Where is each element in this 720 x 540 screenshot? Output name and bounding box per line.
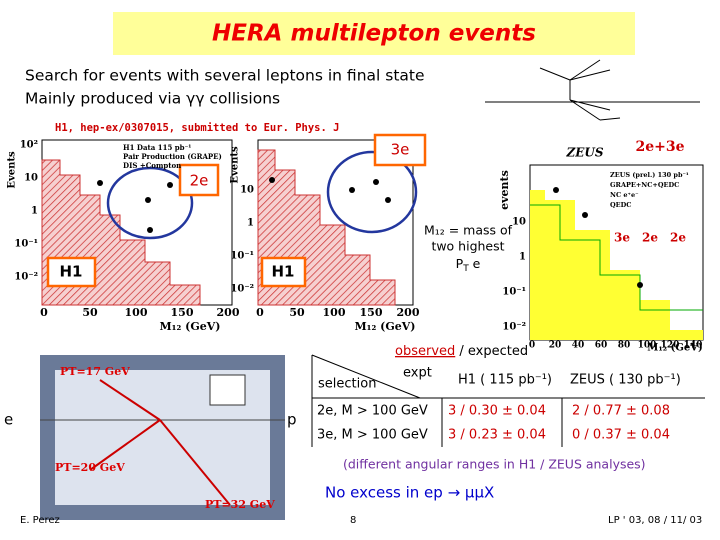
footer: LP ' 03, 08 / 11/ 03 bbox=[608, 515, 702, 526]
channel-label: 3e bbox=[614, 231, 630, 245]
intro-line: Mainly produced via γγ collisions bbox=[25, 90, 280, 108]
x-tick-label: 100 bbox=[323, 306, 346, 319]
tag: 2e+3e bbox=[635, 139, 684, 155]
y-tick-label: 1 bbox=[247, 218, 254, 229]
x-tick-label: 0 bbox=[40, 306, 48, 319]
table-header: H1 ( 115 pb⁻¹) bbox=[458, 373, 552, 388]
x-axis-label: M₁₂ (GeV) bbox=[647, 343, 702, 354]
tag-box bbox=[373, 133, 427, 167]
table-cell: 2 / 0.77 ± 0.08 bbox=[572, 404, 670, 419]
x-tick-label: 0 bbox=[529, 341, 535, 351]
table-caption: observed / expected bbox=[395, 344, 528, 359]
beam-label: p bbox=[287, 411, 297, 429]
footer: 8 bbox=[350, 515, 356, 526]
table-cell: 3e, M > 100 GeV bbox=[317, 428, 428, 443]
feynman-diagram bbox=[485, 59, 700, 121]
conclusion: No excess in ep → μμX bbox=[325, 484, 494, 502]
event-label: PT=20 GeV bbox=[55, 461, 125, 474]
x-tick-label: 80 bbox=[618, 341, 631, 351]
y-axis-label: events bbox=[498, 170, 511, 210]
intro-line: Search for events with several leptons i… bbox=[25, 67, 425, 85]
x-tick-label: 100 bbox=[638, 341, 657, 351]
legend-entry: NC e⁺e⁻ bbox=[610, 191, 639, 199]
x-tick-label: 150 bbox=[171, 306, 194, 319]
y-tick-label: 10⁻² bbox=[230, 284, 254, 295]
annotation-part: e bbox=[469, 256, 481, 271]
tag-box bbox=[46, 256, 97, 288]
table-cell: 3 / 0.23 ± 0.04 bbox=[448, 428, 546, 443]
title-box bbox=[113, 12, 635, 55]
x-axis-label: M₁₂ (GeV) bbox=[160, 320, 221, 333]
x-tick-label: 200 bbox=[397, 306, 420, 319]
tag-box bbox=[178, 163, 220, 197]
tag: 3e bbox=[391, 141, 410, 159]
y-tick-label: 1 bbox=[519, 252, 526, 263]
legend-entry: ZEUS (prel.) 130 pb⁻¹ bbox=[610, 171, 689, 179]
table-header: ZEUS ( 130 pb⁻¹) bbox=[570, 373, 681, 388]
y-tick-label: 10 bbox=[24, 173, 38, 184]
table-header: expt bbox=[403, 366, 432, 381]
legend-entry: H1 Data 115 pb⁻¹ bbox=[123, 143, 191, 152]
x-tick-label: 0 bbox=[256, 306, 264, 319]
y-tick-label: 10⁻¹ bbox=[14, 239, 38, 250]
table-header: selection bbox=[318, 377, 376, 392]
tag-box bbox=[260, 256, 307, 288]
beam-label: e bbox=[4, 411, 13, 429]
y-tick-label: 10⁻² bbox=[14, 272, 38, 283]
annotation: M₁₂ = mass of bbox=[424, 223, 513, 238]
x-tick-label: 50 bbox=[82, 306, 98, 319]
x-tick-label: 50 bbox=[289, 306, 305, 319]
reference: H1, hep-ex/0307015, submitted to Eur. Ph… bbox=[55, 122, 339, 134]
table-cell: 0 / 0.37 ± 0.04 bbox=[572, 428, 670, 443]
y-tick-label: 10⁻¹ bbox=[230, 251, 254, 262]
tag: H1 bbox=[272, 263, 295, 281]
annotation: two highest bbox=[431, 239, 504, 254]
y-tick-label: 10² bbox=[20, 140, 38, 151]
x-tick-label: 40 bbox=[572, 341, 585, 351]
highlight bbox=[326, 150, 418, 234]
legend-entry: Pair Production (GRAPE) bbox=[123, 152, 222, 161]
y-tick-label: 1 bbox=[31, 206, 38, 217]
x-axis-label: M₁₂ (GeV) bbox=[355, 320, 416, 333]
channel-label: 2e bbox=[642, 231, 658, 245]
y-tick-label: 10 bbox=[512, 217, 526, 228]
zeus-plot bbox=[529, 164, 704, 341]
legend-entry: DIS +Compton bbox=[123, 161, 181, 170]
y-tick-label: 10⁻¹ bbox=[502, 287, 526, 298]
annotation-part: P bbox=[456, 256, 464, 271]
x-tick-label: 20 bbox=[549, 341, 562, 351]
caption-part: observed bbox=[395, 344, 455, 359]
x-tick-label: 60 bbox=[595, 341, 608, 351]
caption-part: / expected bbox=[455, 344, 528, 359]
x-tick-label: 200 bbox=[217, 306, 240, 319]
table-cell: 2e, M > 100 GeV bbox=[317, 404, 428, 419]
event-label: PT=32 GeV bbox=[205, 498, 275, 511]
footer: E. Perez bbox=[20, 515, 60, 526]
tag: 2e bbox=[190, 172, 209, 190]
legend-entry: QEDC bbox=[610, 201, 631, 209]
y-tick-label: 10⁻² bbox=[502, 322, 526, 333]
annotation-part: T bbox=[462, 264, 469, 274]
channel-label: 2e bbox=[670, 231, 686, 245]
x-tick-label: 100 bbox=[125, 306, 148, 319]
table-rule bbox=[311, 354, 421, 399]
annotation: PT e bbox=[456, 256, 481, 274]
x-tick-label: 120 bbox=[661, 341, 680, 351]
y-tick-label: 10 bbox=[240, 185, 254, 196]
event-display bbox=[40, 355, 285, 520]
experiment-label: ZEUS bbox=[565, 146, 603, 160]
title: HERA multilepton events bbox=[212, 21, 536, 47]
note: (different angular ranges in H1 / ZEUS a… bbox=[343, 457, 646, 472]
highlight bbox=[106, 166, 194, 240]
x-tick-label: 150 bbox=[360, 306, 383, 319]
x-tick-label: 140 bbox=[684, 341, 703, 351]
event-label: PT=17 GeV bbox=[60, 365, 130, 378]
table-cell: 3 / 0.30 ± 0.04 bbox=[448, 404, 546, 419]
y-axis-label: Events bbox=[230, 146, 241, 184]
legend-entry: GRAPE+NC+QEDC bbox=[610, 181, 679, 189]
tag: H1 bbox=[60, 263, 83, 281]
y-axis-label: Events bbox=[7, 151, 18, 189]
